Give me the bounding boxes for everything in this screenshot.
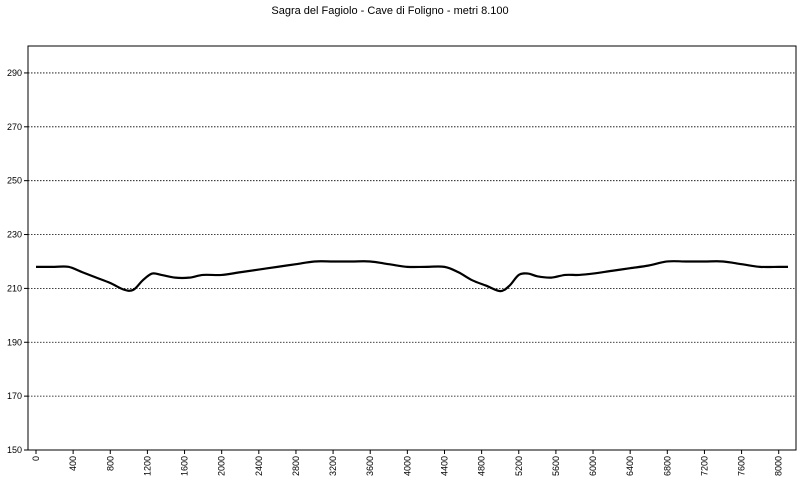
x-tick-label: 4400 xyxy=(439,456,449,476)
gridlines xyxy=(28,72,796,397)
x-tick-label: 7200 xyxy=(699,456,709,476)
x-axis: 0 400 800 1200 1600 2000 2400 2800 3200 3600 4000 4… xyxy=(31,450,784,476)
y-tick-label: 230 xyxy=(7,230,22,240)
x-tick-label: 6400 xyxy=(625,456,635,476)
x-tick-label: 2400 xyxy=(254,456,264,476)
plot-area-frame xyxy=(27,45,797,451)
x-tick-label: 8000 xyxy=(774,456,784,476)
x-tick-label: 1600 xyxy=(180,456,190,476)
x-tick-label: 7600 xyxy=(737,456,747,476)
x-tick-label: 6800 xyxy=(662,456,672,476)
y-tick-label: 150 xyxy=(7,445,22,455)
y-tick-label: 170 xyxy=(7,391,22,401)
y-tick-label: 210 xyxy=(7,283,22,293)
y-tick-label: 190 xyxy=(7,337,22,347)
x-tick-label: 6000 xyxy=(588,456,598,476)
series-layer xyxy=(36,260,788,293)
x-tick-label: 4800 xyxy=(477,456,487,476)
x-tick-label: 5200 xyxy=(514,456,524,476)
x-tick-label: 0 xyxy=(31,456,41,461)
y-axis: 150 170 190 210 230 250 270 290 xyxy=(7,68,28,455)
x-tick-label: 2000 xyxy=(217,456,227,476)
x-tick-label: 4000 xyxy=(402,456,412,476)
x-tick-label: 1200 xyxy=(142,456,152,476)
chart-title: Sagra del Fagiolo - Cave di Foligno - me… xyxy=(271,5,508,17)
x-tick-label: 3200 xyxy=(328,456,338,476)
x-tick-label: 3600 xyxy=(365,456,375,476)
x-tick-label: 400 xyxy=(68,456,78,471)
x-tick-label: 5600 xyxy=(551,456,561,476)
y-tick-label: 250 xyxy=(7,176,22,186)
x-tick-label: 2800 xyxy=(291,456,301,476)
y-tick-label: 270 xyxy=(7,122,22,132)
x-tick-label: 800 xyxy=(105,456,115,471)
y-tick-label: 290 xyxy=(7,68,22,78)
elevation-line-series-0 xyxy=(36,260,788,293)
